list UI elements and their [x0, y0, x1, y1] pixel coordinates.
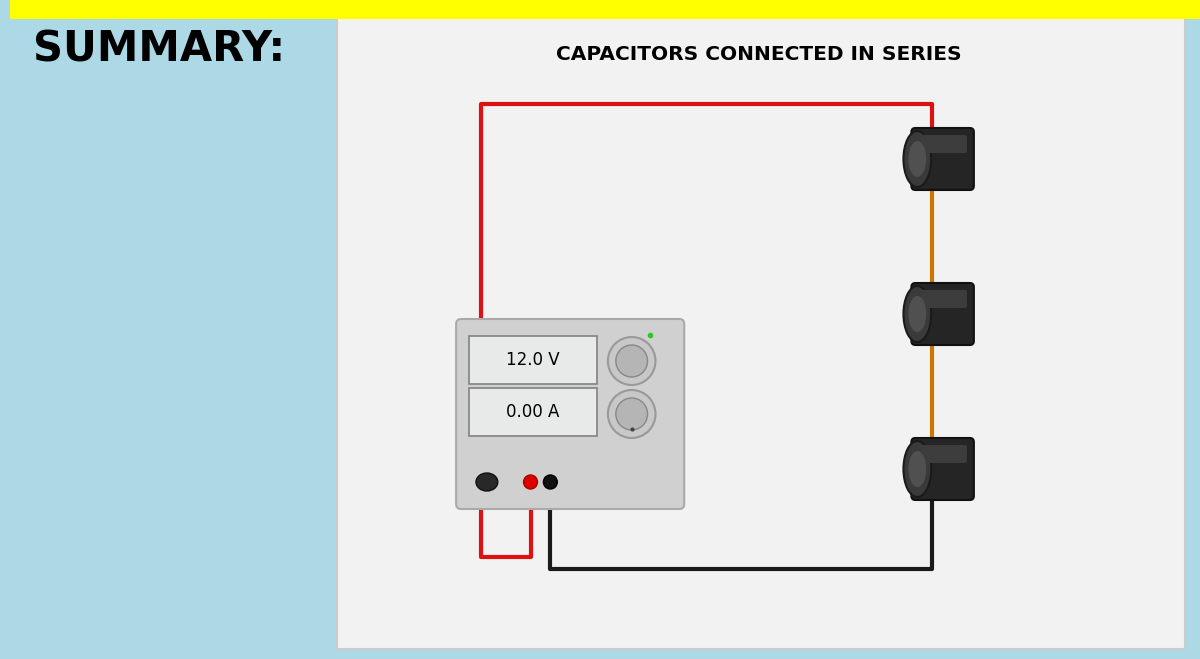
FancyBboxPatch shape — [911, 438, 974, 500]
Ellipse shape — [904, 441, 931, 497]
Text: SUMMARY:: SUMMARY: — [32, 28, 284, 70]
Circle shape — [616, 345, 648, 377]
FancyBboxPatch shape — [469, 336, 596, 384]
FancyBboxPatch shape — [922, 135, 967, 153]
Ellipse shape — [908, 451, 926, 487]
Text: 12.0 V: 12.0 V — [506, 351, 560, 369]
FancyBboxPatch shape — [922, 445, 967, 463]
Ellipse shape — [904, 131, 931, 187]
Text: 0.00 A: 0.00 A — [506, 403, 559, 421]
FancyBboxPatch shape — [922, 290, 967, 308]
FancyBboxPatch shape — [911, 128, 974, 190]
Circle shape — [616, 398, 648, 430]
FancyBboxPatch shape — [337, 14, 1186, 649]
FancyBboxPatch shape — [10, 0, 1200, 19]
Circle shape — [608, 390, 655, 438]
Circle shape — [608, 337, 655, 385]
Circle shape — [523, 475, 538, 489]
Ellipse shape — [904, 286, 931, 342]
FancyBboxPatch shape — [469, 388, 596, 436]
FancyBboxPatch shape — [911, 283, 974, 345]
Ellipse shape — [908, 296, 926, 332]
Ellipse shape — [476, 473, 498, 491]
Ellipse shape — [908, 141, 926, 177]
FancyBboxPatch shape — [456, 319, 684, 509]
Circle shape — [544, 475, 557, 489]
Text: CAPACITORS CONNECTED IN SERIES: CAPACITORS CONNECTED IN SERIES — [556, 45, 961, 63]
